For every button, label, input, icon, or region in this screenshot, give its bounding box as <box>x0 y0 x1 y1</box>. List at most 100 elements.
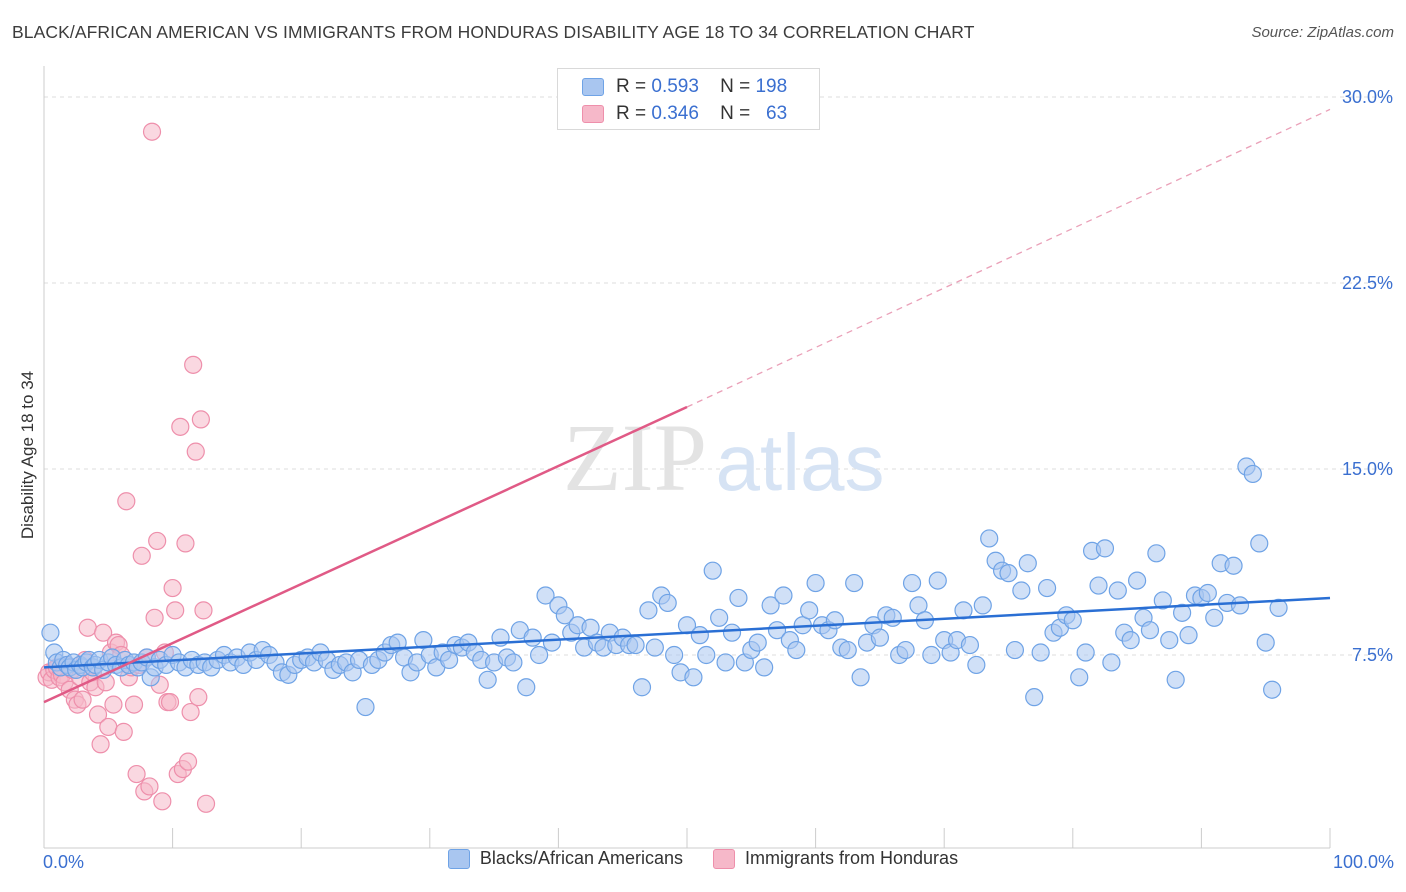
data-point-black <box>1102 653 1121 672</box>
legend-swatch-honduras <box>582 105 604 123</box>
data-point-honduras <box>91 735 110 754</box>
legend-swatch-honduras <box>713 848 735 869</box>
data-point-black <box>1173 603 1192 622</box>
data-point-black <box>870 628 890 647</box>
data-point-black <box>896 640 915 660</box>
data-point-black <box>1179 626 1198 645</box>
data-point-black <box>1063 611 1082 630</box>
data-point-honduras <box>132 546 151 565</box>
data-point-black <box>748 633 767 652</box>
x-tick-label-min: 0.0% <box>43 852 85 872</box>
data-point-black <box>41 623 60 642</box>
data-point-honduras <box>114 722 133 741</box>
legend-item-black[interactable]: Blacks/African Americans <box>447 848 683 869</box>
legend-label-black: Blacks/African Americans <box>479 848 683 868</box>
data-point-black <box>710 608 729 627</box>
data-point-honduras <box>127 764 146 784</box>
trendlines <box>43 108 1331 704</box>
data-point-honduras <box>171 417 190 436</box>
data-point-black <box>902 573 922 593</box>
data-point-black <box>1250 534 1269 553</box>
legend-label-honduras: Immigrants from Honduras <box>745 848 959 868</box>
data-point-honduras <box>189 688 208 707</box>
data-point-black <box>1153 591 1172 610</box>
legend-item-honduras[interactable]: Immigrants from Honduras <box>713 848 958 869</box>
data-point-black <box>1037 578 1057 598</box>
data-point-honduras <box>148 531 167 551</box>
data-point-black <box>755 658 774 677</box>
data-point-black <box>1005 640 1025 660</box>
trendline-black <box>43 596 1331 669</box>
legend-swatch-black <box>447 848 470 869</box>
data-point-honduras <box>184 355 203 374</box>
data-point-black <box>883 608 902 627</box>
data-point-black <box>967 655 986 675</box>
r-value: 0.346 <box>651 103 699 124</box>
data-point-black <box>928 571 947 590</box>
data-point-black <box>626 635 645 655</box>
data-point-black <box>517 678 536 697</box>
data-point-honduras <box>140 777 159 796</box>
data-point-honduras <box>99 717 118 737</box>
data-point-black <box>536 586 555 605</box>
data-point-black <box>1108 581 1127 600</box>
data-point-honduras <box>153 792 172 811</box>
data-point-honduras <box>176 534 195 553</box>
data-point-honduras <box>194 601 213 620</box>
data-point-black <box>1205 608 1224 627</box>
data-point-black <box>851 668 870 687</box>
data-point-honduras <box>178 752 198 771</box>
r-label: R = <box>616 76 647 97</box>
data-point-honduras <box>166 601 185 620</box>
data-point-black <box>774 586 793 605</box>
data-point-honduras <box>73 690 92 709</box>
data-point-black <box>1230 596 1250 615</box>
r-label: R = <box>616 103 647 124</box>
trendline-honduras <box>43 405 688 704</box>
data-point-black <box>767 621 787 640</box>
data-point-honduras <box>186 442 205 461</box>
chart-title: BLACK/AFRICAN AMERICAN VS IMMIGRANTS FRO… <box>12 22 975 42</box>
y-tick-labels: 7.5% 15.0% 22.5% 30.0% <box>1342 87 1393 665</box>
y-tick-label: 15.0% <box>1342 459 1393 479</box>
watermark: ZIP atlas <box>563 404 884 511</box>
data-point-black <box>639 601 658 620</box>
data-point-honduras <box>191 410 210 429</box>
data-point-black <box>838 640 857 660</box>
data-point-black <box>960 635 980 655</box>
data-point-black <box>922 645 941 665</box>
data-point-honduras <box>104 695 123 714</box>
data-point-black <box>729 588 748 608</box>
data-point-black <box>1198 583 1217 603</box>
data-point-black <box>478 670 497 689</box>
watermark-zip: ZIP <box>563 404 707 511</box>
data-point-black <box>806 573 825 593</box>
data-point-black <box>800 601 819 620</box>
data-point-black <box>1018 554 1037 573</box>
data-point-black <box>697 645 716 665</box>
data-point-black <box>999 564 1018 583</box>
data-point-honduras <box>160 693 180 712</box>
data-point-black <box>1095 539 1115 558</box>
data-point-black <box>665 645 684 665</box>
data-point-black <box>1160 631 1179 650</box>
n-label: N = <box>720 103 751 124</box>
stats-legend: R = 0.593 N = 198 R = 0.346 N = 63 <box>557 68 820 130</box>
data-point-black <box>1012 581 1031 600</box>
data-point-black <box>1224 556 1243 575</box>
series-legend: Blacks/African Americans Immigrants from… <box>0 848 1406 869</box>
data-point-honduras <box>145 608 164 627</box>
data-point-black <box>1025 688 1044 707</box>
x-tick-label-max: 100.0% <box>1332 852 1394 872</box>
stats-row-black: R = 0.593 N = 198 <box>582 75 787 99</box>
data-point-honduras <box>196 794 216 813</box>
data-point-black <box>1031 643 1050 662</box>
data-point-black <box>722 623 742 642</box>
data-point-black <box>980 529 999 548</box>
data-point-black <box>1140 621 1160 640</box>
data-point-black <box>504 653 523 672</box>
n-value: 198 <box>755 76 788 97</box>
data-point-honduras <box>181 702 200 722</box>
data-point-honduras <box>78 618 97 637</box>
